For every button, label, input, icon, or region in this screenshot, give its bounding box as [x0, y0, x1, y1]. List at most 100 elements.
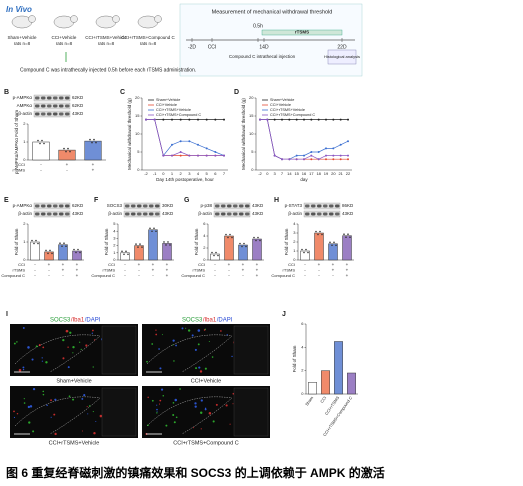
bar	[72, 250, 82, 261]
y-axis-label: Mechanical withdrawal threshold (g)	[127, 98, 132, 170]
timeline-title: Measurement of mechanical withdrawal thr…	[212, 9, 333, 15]
series-point	[223, 118, 225, 121]
blot-band	[155, 204, 160, 208]
blot-band	[47, 96, 52, 100]
treatment-sign: +	[62, 262, 65, 267]
y-axis-label: Fold of Sham	[104, 228, 109, 255]
blot-band	[65, 212, 70, 216]
data-dot	[35, 239, 37, 242]
data-dot	[257, 236, 259, 239]
bar	[30, 241, 40, 261]
cell-signal	[203, 329, 206, 331]
treatment-sign: +	[66, 162, 69, 167]
data-dot	[245, 245, 247, 248]
cell-signal	[13, 410, 15, 413]
inset	[233, 325, 269, 375]
cell-signal	[86, 406, 88, 408]
blot-band	[59, 96, 64, 100]
blot-band	[59, 212, 64, 216]
series-point	[303, 158, 305, 161]
bar	[44, 251, 54, 261]
x-tick-label: 7	[223, 171, 226, 176]
timeline-point: 0.5h	[253, 23, 263, 29]
y-tick-label: 0	[113, 257, 116, 262]
blot-band	[59, 104, 64, 108]
cell-signal	[159, 399, 162, 402]
data-dot	[59, 242, 61, 244]
cell-signal	[31, 358, 34, 361]
data-dot	[335, 244, 337, 247]
y-tick-label: 2	[203, 245, 206, 250]
series-point	[281, 158, 283, 161]
y-tick-label: 10	[135, 131, 140, 136]
y-tick-label: 10	[249, 131, 254, 136]
series-point	[273, 154, 276, 157]
treatment-sign: -	[34, 273, 36, 278]
x-tick-label: 3	[188, 171, 191, 176]
y-tick-label: 5	[251, 149, 254, 154]
cell-signal	[158, 348, 160, 350]
data-dot	[255, 239, 257, 242]
rat-head	[28, 15, 36, 23]
cell-signal	[156, 412, 158, 414]
treatment-sign: +	[346, 262, 349, 267]
y-tick-label: 0	[23, 257, 26, 262]
blot-band	[53, 112, 58, 116]
cell-signal	[22, 327, 25, 329]
cell-signal	[92, 411, 94, 413]
cell-signal	[22, 366, 25, 369]
data-dot	[167, 241, 169, 243]
blot-bg	[33, 210, 71, 218]
blot-band	[131, 212, 136, 216]
cell-signal	[211, 356, 214, 358]
x-tick-label: -1	[153, 171, 157, 176]
cell-signal	[92, 366, 94, 368]
y-tick-label: 6	[203, 221, 206, 226]
cell-signal	[99, 414, 103, 418]
data-dot	[79, 251, 81, 254]
group-n: rats n=8	[56, 41, 73, 46]
bar	[84, 140, 102, 161]
cell-signal	[197, 329, 201, 332]
data-dot	[63, 147, 65, 150]
data-dot	[229, 233, 231, 236]
image-header: /DAPI	[85, 318, 101, 324]
series-point	[325, 158, 327, 161]
series-point	[347, 154, 349, 157]
band-size: 43KD	[342, 211, 354, 216]
rtsms-label: rTSMS	[295, 30, 309, 35]
cell-signal	[231, 355, 233, 358]
cell-signal	[232, 403, 234, 405]
cell-signal	[147, 396, 149, 399]
blot-band	[311, 204, 316, 208]
cell-signal	[68, 395, 71, 398]
treatment-sign: -	[214, 262, 216, 267]
y-tick-label: 2	[23, 221, 26, 226]
cell-signal	[81, 430, 83, 432]
treatment-sign: -	[242, 273, 244, 278]
blot-band	[53, 104, 58, 108]
image-header: SOCS3	[182, 318, 203, 324]
y-tick-label: 0	[203, 257, 206, 262]
series-point	[179, 140, 182, 143]
y-tick-label: 15	[135, 113, 140, 118]
series-point	[288, 118, 291, 121]
band-size: 62KD	[72, 95, 84, 100]
cell-signal	[146, 360, 148, 363]
cell-signal	[72, 398, 75, 401]
y-tick-label: 1	[113, 250, 116, 255]
treatment-name: CCI	[18, 162, 25, 167]
y-tick-label: 0	[251, 167, 254, 172]
series-point	[179, 118, 182, 121]
data-dot	[137, 246, 139, 248]
cell-signal	[155, 333, 158, 336]
band-name: p-AMPKα	[13, 203, 33, 208]
cell-signal	[38, 344, 41, 347]
data-dot	[213, 254, 215, 257]
blot-band	[35, 204, 40, 208]
image-header: SOCS3	[50, 318, 71, 324]
data-dot	[349, 236, 351, 238]
bar	[210, 253, 220, 261]
data-dot	[345, 236, 347, 238]
